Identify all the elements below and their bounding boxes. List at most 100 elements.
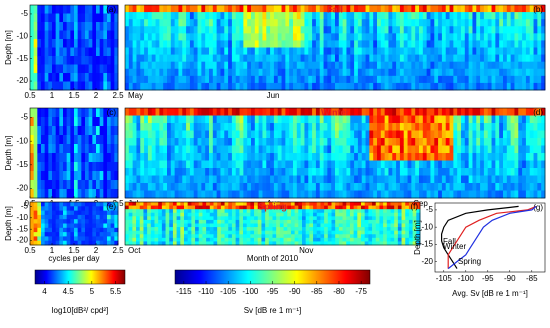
heat-cell xyxy=(368,220,372,224)
heat-cell xyxy=(78,39,82,48)
heat-cell xyxy=(180,238,184,242)
heat-cell xyxy=(240,76,244,83)
heat-cell xyxy=(103,232,107,237)
heat-cell xyxy=(419,138,423,146)
heat-cell xyxy=(56,39,60,48)
heat-cell xyxy=(377,131,381,139)
heat-cell xyxy=(144,26,148,33)
heat-cell xyxy=(67,56,71,65)
heat-cell xyxy=(377,83,381,90)
heat-cell xyxy=(514,123,518,131)
heat-cell xyxy=(507,191,511,199)
heat-cell xyxy=(369,116,373,124)
heat-cell xyxy=(304,69,308,76)
heat-cell xyxy=(346,153,350,161)
heat-cell xyxy=(251,62,255,69)
heat-cell xyxy=(274,76,278,83)
heat-cell xyxy=(408,55,412,62)
heat-cell xyxy=(354,220,358,224)
heat-cell xyxy=(247,40,251,47)
heat-cell xyxy=(45,228,49,233)
colorbar-tick-label: -110 xyxy=(198,287,214,296)
heat-cell xyxy=(313,202,317,206)
heat-cell xyxy=(402,220,406,224)
heat-cell xyxy=(285,153,289,161)
heat-cell xyxy=(41,22,45,31)
heat-cell xyxy=(166,224,170,228)
heat-cell xyxy=(133,69,137,76)
heat-cell xyxy=(78,171,82,180)
heat-cell xyxy=(282,76,286,83)
heat-cell xyxy=(518,176,522,184)
heat-cell xyxy=(186,176,190,184)
heat-cell xyxy=(438,55,442,62)
heat-cell xyxy=(503,48,507,55)
heat-cell xyxy=(400,146,404,154)
heat-cell xyxy=(140,138,144,146)
heat-cell xyxy=(30,48,34,57)
heat-cell xyxy=(198,48,202,55)
heat-cell xyxy=(369,19,373,26)
heat-cell xyxy=(488,176,492,184)
heat-cell xyxy=(511,76,515,83)
heat-cell xyxy=(368,206,372,210)
heat-cell xyxy=(107,65,111,74)
heat-cell xyxy=(209,183,213,191)
heat-cell xyxy=(511,138,515,146)
heat-cell xyxy=(217,62,221,69)
heat-cell xyxy=(278,48,282,55)
heat-cell xyxy=(324,227,328,231)
heat-cell xyxy=(368,238,372,242)
heat-cell xyxy=(350,238,354,242)
heat-cell xyxy=(522,123,526,131)
heat-cell xyxy=(320,206,324,210)
heat-cell xyxy=(52,211,56,216)
heat-cell xyxy=(156,116,160,124)
heat-cell xyxy=(85,189,89,198)
heat-cell xyxy=(107,56,111,65)
heat-cell xyxy=(159,116,163,124)
heat-cell xyxy=(217,48,221,55)
heat-cell xyxy=(156,131,160,139)
heat-cell xyxy=(522,40,526,47)
heat-cell xyxy=(159,55,163,62)
heat-cell xyxy=(450,12,454,19)
heat-cell xyxy=(34,5,38,14)
heat-cell xyxy=(276,227,280,231)
heat-cell xyxy=(313,209,317,213)
heat-cell xyxy=(408,123,412,131)
heat-cell xyxy=(289,33,293,40)
heat-cell xyxy=(438,19,442,26)
heat-cell xyxy=(469,161,473,169)
heat-cell xyxy=(255,83,259,90)
heat-cell xyxy=(291,234,295,238)
heat-cell xyxy=(158,213,162,217)
heat-cell xyxy=(295,238,299,242)
heat-cell xyxy=(148,138,152,146)
heat-cell xyxy=(312,19,316,26)
heat-cell xyxy=(265,224,269,228)
y-tick-label: -5 xyxy=(21,202,29,211)
heat-cell xyxy=(240,62,244,69)
heat-cell xyxy=(198,62,202,69)
heat-cell xyxy=(63,144,67,153)
heat-cell xyxy=(103,135,107,144)
heat-cell xyxy=(152,76,156,83)
heat-cell xyxy=(266,26,270,33)
heat-cell xyxy=(522,183,526,191)
heat-cell xyxy=(446,176,450,184)
heat-cell xyxy=(377,62,381,69)
heat-cell xyxy=(147,202,151,206)
heat-cell xyxy=(228,40,232,47)
heat-cell xyxy=(206,216,210,220)
heat-cell xyxy=(293,176,297,184)
heat-cell xyxy=(369,33,373,40)
heat-cell xyxy=(368,202,372,206)
heat-cell xyxy=(362,131,366,139)
heat-cell xyxy=(507,183,511,191)
heat-cell xyxy=(534,62,538,69)
heat-cell xyxy=(392,69,396,76)
heat-cell xyxy=(402,234,406,238)
heat-cell xyxy=(240,33,244,40)
heat-cell xyxy=(81,48,85,57)
